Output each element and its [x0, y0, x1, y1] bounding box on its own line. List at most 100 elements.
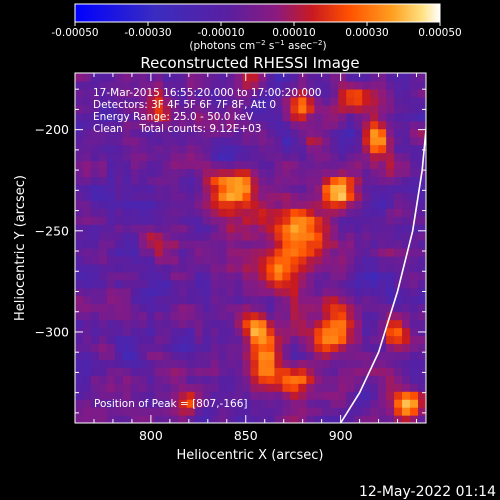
heatmap-cell	[338, 152, 347, 162]
heatmap-cell	[234, 359, 244, 368]
heatmap-cell	[370, 359, 379, 368]
heatmap-cell	[154, 136, 164, 146]
heatmap-cell	[75, 144, 84, 154]
heatmap-cell	[106, 311, 116, 321]
heatmap-cell	[418, 367, 426, 376]
annotation-block: 17-Mar-2015 16:55:20.000 to 17:00:20.000…	[93, 87, 321, 135]
heatmap-cell	[82, 367, 92, 376]
heatmap-cell	[186, 208, 196, 217]
heatmap-cell	[322, 335, 331, 345]
heatmap-cell	[186, 351, 196, 360]
heatmap-cell	[354, 255, 363, 265]
annotation-time-range: 17-Mar-2015 16:55:20.000 to 17:00:20.000	[93, 87, 321, 99]
heatmap-cell	[410, 399, 419, 408]
heatmap-cell	[218, 263, 228, 273]
heatmap-cell	[90, 351, 100, 360]
heatmap-cell	[338, 144, 347, 154]
heatmap-cell	[298, 335, 307, 345]
heatmap-cell	[138, 287, 148, 297]
heatmap-cell	[330, 96, 339, 106]
heatmap-cell	[298, 160, 307, 170]
heatmap-cell	[306, 240, 315, 249]
heatmap-cell	[98, 104, 108, 114]
heatmap-cell	[370, 88, 379, 98]
heatmap-cell	[322, 407, 331, 416]
heatmap-cell	[130, 216, 140, 225]
heatmap-cell	[138, 152, 148, 162]
heatmap-cell	[98, 415, 108, 423]
heatmap-cell	[402, 104, 411, 114]
heatmap-cell	[75, 200, 84, 209]
heatmap-cell	[82, 128, 92, 138]
heatmap-cell	[242, 96, 252, 106]
heatmap-cell	[258, 104, 268, 114]
heatmap-cell	[378, 200, 387, 209]
heatmap-cell	[162, 240, 172, 249]
heatmap-cell	[186, 375, 196, 384]
heatmap-cell	[226, 263, 236, 273]
heatmap-cell	[386, 120, 395, 130]
heatmap-cell	[226, 160, 236, 170]
heatmap-cell	[378, 128, 387, 138]
heatmap-cell	[362, 303, 371, 313]
heatmap-cell	[162, 319, 172, 329]
heatmap-cell	[234, 224, 244, 233]
heatmap-cell	[298, 255, 307, 265]
heatmap-cell	[170, 359, 180, 368]
heatmap-cell	[338, 216, 347, 225]
heatmap-cell	[306, 232, 315, 241]
heatmap-cell	[290, 224, 299, 233]
heatmap-cell	[218, 383, 228, 392]
heatmap-cell	[106, 184, 116, 193]
heatmap-cell	[402, 343, 411, 353]
heatmap-cell	[354, 88, 363, 98]
heatmap-cell	[314, 73, 323, 82]
heatmap-cell	[130, 335, 140, 345]
heatmap-cell	[314, 295, 323, 305]
heatmap-cell	[90, 160, 100, 170]
heatmap-cell	[306, 351, 315, 360]
heatmap-cell	[194, 192, 204, 201]
heatmap-cell	[114, 335, 124, 345]
heatmap-cell	[194, 359, 204, 368]
heatmap-cell	[106, 96, 116, 106]
heatmap-cell	[282, 184, 291, 193]
heatmap-cell	[82, 144, 92, 154]
heatmap-cell	[266, 407, 276, 416]
heatmap-cell	[106, 303, 116, 313]
heatmap-cell	[410, 391, 419, 400]
heatmap-cell	[98, 112, 108, 122]
heatmap-cell	[354, 295, 363, 305]
heatmap-cell	[122, 120, 132, 130]
heatmap-cell	[154, 295, 164, 305]
heatmap-cell	[154, 192, 164, 201]
heatmap-cell	[210, 407, 220, 416]
heatmap-cell	[314, 168, 323, 178]
heatmap-cell	[114, 152, 124, 162]
heatmap-cell	[178, 200, 188, 209]
heatmap-cell	[298, 351, 307, 360]
heatmap-cell	[274, 136, 284, 146]
heatmap-cell	[90, 80, 100, 90]
heatmap-cell	[186, 88, 196, 98]
heatmap-cell	[98, 176, 108, 185]
heatmap-cell	[410, 248, 419, 257]
heatmap-cell	[146, 383, 156, 392]
heatmap-cell	[234, 144, 244, 154]
heatmap-cell	[258, 391, 268, 400]
heatmap-cell	[250, 279, 260, 289]
heatmap-cell	[362, 248, 371, 257]
heatmap-cell	[146, 311, 156, 321]
heatmap-cell	[170, 367, 180, 376]
heatmap-cell	[154, 359, 164, 368]
heatmap-cell	[354, 271, 363, 281]
colorbar-ticks: -0.00050 -0.00030 -0.00010 0.00010 0.00030 0.…	[51, 22, 462, 39]
heatmap-cell	[114, 327, 124, 337]
heatmap-cell	[330, 192, 339, 201]
heatmap-cell	[154, 200, 164, 209]
heatmap-cell	[378, 287, 387, 297]
heatmap-cell	[162, 104, 172, 114]
heatmap-cell	[146, 160, 156, 170]
heatmap-cell	[114, 407, 124, 416]
heatmap-cell	[290, 80, 299, 90]
